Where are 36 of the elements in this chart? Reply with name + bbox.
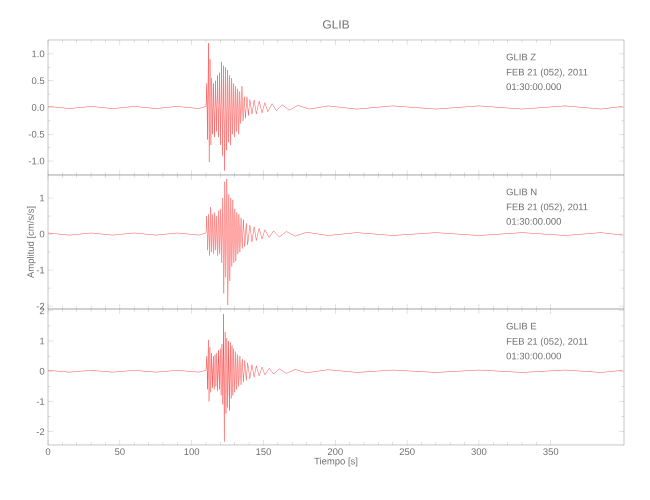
annotation: GLIB N xyxy=(506,188,536,196)
y-tick-label: 0.5 xyxy=(32,77,44,84)
annotation: GLIB Z xyxy=(506,54,536,60)
y-tick-label: -2 xyxy=(36,428,44,435)
annotation: 01:30:00.000 xyxy=(506,352,562,360)
y-tick-label: 0 xyxy=(40,368,44,375)
x-tick-label: 350 xyxy=(543,448,558,456)
y-tick-label: 0.0 xyxy=(32,104,44,111)
x-tick-label: 50 xyxy=(114,448,125,456)
y-tick-label: -1 xyxy=(36,398,44,405)
x-tick-label: 0 xyxy=(46,448,50,456)
y-tick-label: -0.5 xyxy=(28,130,44,138)
annotation: FEB 21 (052), 2011 xyxy=(506,338,588,347)
y-tick-label: 1.0 xyxy=(32,50,44,58)
x-tick-label: 100 xyxy=(184,448,200,456)
line-series xyxy=(48,178,623,306)
y-tick-label: -1 xyxy=(36,266,44,274)
y-tick-label: 0 xyxy=(40,230,44,238)
line-series xyxy=(48,43,623,171)
line-series xyxy=(48,314,623,442)
y-tick-label: 1 xyxy=(40,338,44,344)
chart-title: GLIB xyxy=(322,20,349,29)
x-tick-label: 300 xyxy=(471,448,486,456)
annotation: FEB 21 (052), 2011 xyxy=(506,68,588,78)
y-tick-label: 1 xyxy=(40,194,44,202)
x-axis-title: Tiempo [s] xyxy=(314,458,358,466)
y-tick-label: 2 xyxy=(40,308,44,314)
annotation: 01:30:00.000 xyxy=(506,83,562,90)
x-tick-label: 250 xyxy=(400,448,415,456)
annotation: FEB 21 (052), 2011 xyxy=(506,203,588,212)
y-axis-title: Amplitud [cm/s/s] xyxy=(26,206,36,278)
x-tick-label: 150 xyxy=(256,448,271,456)
y-tick-label: -1.0 xyxy=(28,158,44,164)
annotation: GLIB E xyxy=(506,322,536,330)
annotation: 01:30:00.000 xyxy=(506,218,562,225)
x-tick-label: 200 xyxy=(328,448,343,456)
